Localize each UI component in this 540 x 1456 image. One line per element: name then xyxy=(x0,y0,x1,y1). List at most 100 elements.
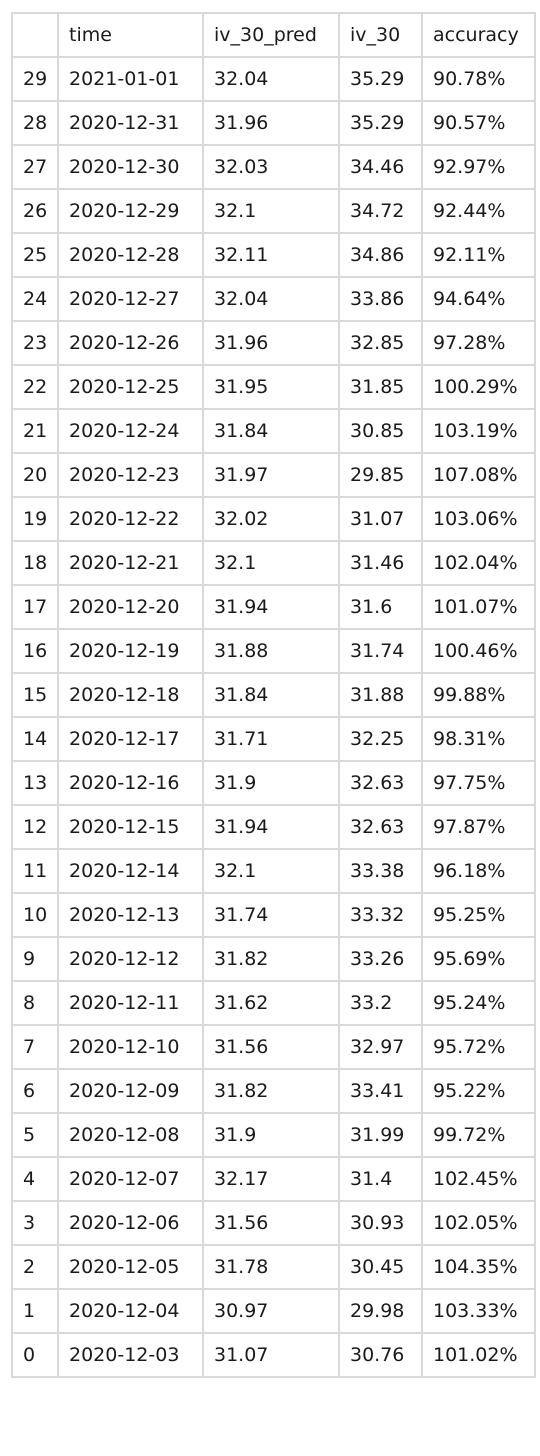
cell-index: 29 xyxy=(11,56,59,102)
cell-iv-30-pred: 31.94 xyxy=(202,584,340,630)
cell-index: 0 xyxy=(11,1332,59,1378)
cell-index: 28 xyxy=(11,100,59,146)
cell-index: 23 xyxy=(11,320,59,366)
cell-index: 8 xyxy=(11,980,59,1026)
table-row: 14 2020-12-17 31.71 32.25 98.31% xyxy=(11,716,536,762)
cell-iv-30-pred: 31.95 xyxy=(202,364,340,410)
table-row: 10 2020-12-13 31.74 33.32 95.25% xyxy=(11,892,536,938)
table-row: 22 2020-12-25 31.95 31.85 100.29% xyxy=(11,364,536,410)
cell-index: 24 xyxy=(11,276,59,322)
cell-time: 2020-12-13 xyxy=(57,892,204,938)
cell-iv-30-pred: 31.82 xyxy=(202,1068,340,1114)
cell-iv-30: 35.29 xyxy=(338,100,423,146)
cell-time: 2020-12-18 xyxy=(57,672,204,718)
cell-iv-30: 35.29 xyxy=(338,56,423,102)
cell-accuracy: 103.33% xyxy=(421,1288,536,1334)
table-row: 18 2020-12-21 32.1 31.46 102.04% xyxy=(11,540,536,586)
cell-time: 2020-12-27 xyxy=(57,276,204,322)
cell-accuracy: 103.19% xyxy=(421,408,536,454)
cell-iv-30-pred: 31.71 xyxy=(202,716,340,762)
cell-iv-30-pred: 31.84 xyxy=(202,408,340,454)
cell-iv-30-pred: 32.11 xyxy=(202,232,340,278)
cell-iv-30: 31.85 xyxy=(338,364,423,410)
table-row: 9 2020-12-12 31.82 33.26 95.69% xyxy=(11,936,536,982)
cell-index: 6 xyxy=(11,1068,59,1114)
cell-accuracy: 100.46% xyxy=(421,628,536,674)
cell-index: 11 xyxy=(11,848,59,894)
cell-iv-30-pred: 32.03 xyxy=(202,144,340,190)
cell-iv-30: 33.2 xyxy=(338,980,423,1026)
table-row: 24 2020-12-27 32.04 33.86 94.64% xyxy=(11,276,536,322)
header-iv-30: iv_30 xyxy=(338,12,423,58)
cell-iv-30: 34.72 xyxy=(338,188,423,234)
cell-accuracy: 96.18% xyxy=(421,848,536,894)
cell-time: 2020-12-14 xyxy=(57,848,204,894)
cell-iv-30: 31.88 xyxy=(338,672,423,718)
table-row: 12 2020-12-15 31.94 32.63 97.87% xyxy=(11,804,536,850)
table-row: 20 2020-12-23 31.97 29.85 107.08% xyxy=(11,452,536,498)
table-row: 8 2020-12-11 31.62 33.2 95.24% xyxy=(11,980,536,1026)
cell-iv-30: 33.86 xyxy=(338,276,423,322)
cell-time: 2020-12-26 xyxy=(57,320,204,366)
cell-accuracy: 107.08% xyxy=(421,452,536,498)
cell-accuracy: 94.64% xyxy=(421,276,536,322)
cell-accuracy: 101.02% xyxy=(421,1332,536,1378)
cell-time: 2020-12-05 xyxy=(57,1244,204,1290)
cell-accuracy: 97.87% xyxy=(421,804,536,850)
cell-iv-30-pred: 31.56 xyxy=(202,1024,340,1070)
cell-index: 25 xyxy=(11,232,59,278)
cell-iv-30: 29.98 xyxy=(338,1288,423,1334)
cell-iv-30: 32.25 xyxy=(338,716,423,762)
cell-iv-30: 30.45 xyxy=(338,1244,423,1290)
cell-accuracy: 99.88% xyxy=(421,672,536,718)
cell-accuracy: 92.97% xyxy=(421,144,536,190)
cell-accuracy: 97.28% xyxy=(421,320,536,366)
table-row: 21 2020-12-24 31.84 30.85 103.19% xyxy=(11,408,536,454)
table-row: 27 2020-12-30 32.03 34.46 92.97% xyxy=(11,144,536,190)
cell-iv-30: 29.85 xyxy=(338,452,423,498)
cell-iv-30: 33.32 xyxy=(338,892,423,938)
cell-iv-30: 32.97 xyxy=(338,1024,423,1070)
cell-time: 2020-12-25 xyxy=(57,364,204,410)
table-row: 17 2020-12-20 31.94 31.6 101.07% xyxy=(11,584,536,630)
table-row: 2 2020-12-05 31.78 30.45 104.35% xyxy=(11,1244,536,1290)
cell-iv-30-pred: 32.17 xyxy=(202,1156,340,1202)
cell-time: 2020-12-19 xyxy=(57,628,204,674)
cell-time: 2020-12-17 xyxy=(57,716,204,762)
cell-accuracy: 104.35% xyxy=(421,1244,536,1290)
cell-index: 17 xyxy=(11,584,59,630)
cell-index: 4 xyxy=(11,1156,59,1202)
cell-index: 5 xyxy=(11,1112,59,1158)
cell-accuracy: 100.29% xyxy=(421,364,536,410)
cell-time: 2020-12-29 xyxy=(57,188,204,234)
cell-index: 13 xyxy=(11,760,59,806)
table-row: 4 2020-12-07 32.17 31.4 102.45% xyxy=(11,1156,536,1202)
cell-accuracy: 95.69% xyxy=(421,936,536,982)
cell-iv-30-pred: 31.62 xyxy=(202,980,340,1026)
cell-index: 12 xyxy=(11,804,59,850)
cell-iv-30-pred: 31.82 xyxy=(202,936,340,982)
cell-time: 2020-12-28 xyxy=(57,232,204,278)
cell-accuracy: 90.78% xyxy=(421,56,536,102)
table-row: 6 2020-12-09 31.82 33.41 95.22% xyxy=(11,1068,536,1114)
table-row: 13 2020-12-16 31.9 32.63 97.75% xyxy=(11,760,536,806)
table-row: 11 2020-12-14 32.1 33.38 96.18% xyxy=(11,848,536,894)
cell-iv-30-pred: 31.96 xyxy=(202,100,340,146)
cell-iv-30: 30.93 xyxy=(338,1200,423,1246)
cell-index: 7 xyxy=(11,1024,59,1070)
cell-iv-30: 30.76 xyxy=(338,1332,423,1378)
cell-iv-30: 31.07 xyxy=(338,496,423,542)
cell-time: 2020-12-16 xyxy=(57,760,204,806)
cell-time: 2020-12-21 xyxy=(57,540,204,586)
cell-time: 2020-12-08 xyxy=(57,1112,204,1158)
cell-index: 3 xyxy=(11,1200,59,1246)
cell-time: 2020-12-22 xyxy=(57,496,204,542)
cell-iv-30: 33.41 xyxy=(338,1068,423,1114)
cell-time: 2020-12-23 xyxy=(57,452,204,498)
cell-iv-30-pred: 31.96 xyxy=(202,320,340,366)
table-row: 15 2020-12-18 31.84 31.88 99.88% xyxy=(11,672,536,718)
cell-iv-30: 32.85 xyxy=(338,320,423,366)
cell-accuracy: 101.07% xyxy=(421,584,536,630)
cell-iv-30-pred: 31.9 xyxy=(202,1112,340,1158)
cell-iv-30: 31.99 xyxy=(338,1112,423,1158)
